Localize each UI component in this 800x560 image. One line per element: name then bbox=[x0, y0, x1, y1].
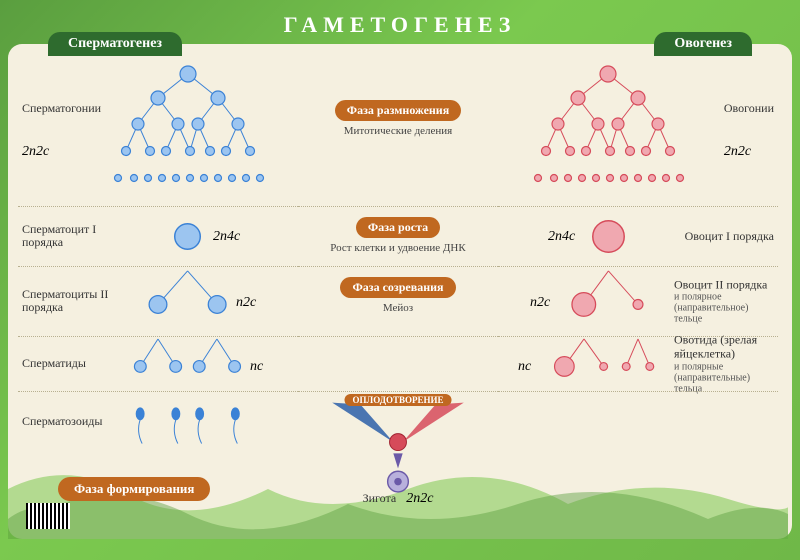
phase-mature-pill: Фаза созревания bbox=[340, 277, 455, 298]
ovo-mature2-svg bbox=[498, 337, 778, 391]
sperm-tree-multiply bbox=[18, 56, 298, 206]
phase-multiply-desc: Митотические деления bbox=[304, 125, 492, 138]
sperm-growth-svg bbox=[18, 207, 298, 266]
formula-2n4c-left: 2n4c bbox=[213, 229, 240, 245]
ovo-growth-cell: Овоцит I порядка 2n4c bbox=[498, 206, 778, 266]
phase-mature-cell: Фаза созревания Мейоз bbox=[298, 266, 498, 336]
barcode-icon bbox=[26, 503, 70, 529]
ovo-growth-svg bbox=[498, 207, 778, 266]
column-tabs: Сперматогенез Овогенез bbox=[18, 32, 782, 56]
phase-growth-cell: Фаза роста Рост клетки и удвоение ДНК bbox=[298, 206, 498, 266]
formula-nc-left: nc bbox=[250, 359, 263, 375]
phase-growth-desc: Рост клетки и удвоение ДНК bbox=[304, 242, 492, 255]
phase-empty1 bbox=[298, 336, 498, 391]
ovo-multiply-cell: Овогонии 2n2c bbox=[498, 56, 778, 206]
diagram-grid: Сперматогонии 2n2c bbox=[18, 56, 782, 526]
fertilization-cell: оплодотворение Зигота 2n2c bbox=[298, 391, 498, 511]
sperm-form-cell: Сперматозоиды Фаза формирования bbox=[18, 391, 298, 511]
phase-mature-desc: Мейоз bbox=[304, 302, 492, 315]
zygote-label: Зигота bbox=[363, 491, 397, 505]
formula-n2c-left: n2c bbox=[236, 295, 256, 311]
formula-2n4c-right: 2n4c bbox=[548, 229, 575, 245]
sperm-growth-cell: Сперматоцит I порядка 2n4c bbox=[18, 206, 298, 266]
zygote-formula: 2n2c bbox=[406, 491, 433, 506]
phase-formation-pill: Фаза формирования bbox=[58, 477, 210, 501]
poster-root: ГАМЕТОГЕНЕЗ Сперматогенез Овогенез Сперм… bbox=[0, 0, 800, 560]
content-panel: Сперматогенез Овогенез Сперматогонии 2n2… bbox=[8, 44, 792, 539]
tab-spermatogenesis: Сперматогенез bbox=[48, 32, 182, 56]
ovo-form-cell bbox=[498, 391, 778, 511]
formula-nc-right: nc bbox=[518, 359, 531, 375]
phase-multiply-pill: Фаза размножения bbox=[335, 100, 461, 121]
ovo-tree-multiply bbox=[498, 56, 778, 206]
ovo-mature2-cell: Овотида (зрелая яйцеклетка) и полярные (… bbox=[498, 336, 778, 391]
fertilization-label: оплодотворение bbox=[345, 394, 452, 406]
phase-multiply-cell: Фаза размножения Митотические деления bbox=[298, 56, 498, 206]
sperm-mature2-cell: Сперматиды nc bbox=[18, 336, 298, 391]
ovo-mature1-cell: Овоцит II порядка и полярное (направител… bbox=[498, 266, 778, 336]
sperm-mature1-cell: Сперматоциты II порядка n2c bbox=[18, 266, 298, 336]
tab-oogenesis: Овогенез bbox=[654, 32, 752, 56]
formula-n2c-right: n2c bbox=[530, 295, 550, 311]
phase-growth-pill: Фаза роста bbox=[356, 217, 440, 238]
sperm-multiply-cell: Сперматогонии 2n2c bbox=[18, 56, 298, 206]
